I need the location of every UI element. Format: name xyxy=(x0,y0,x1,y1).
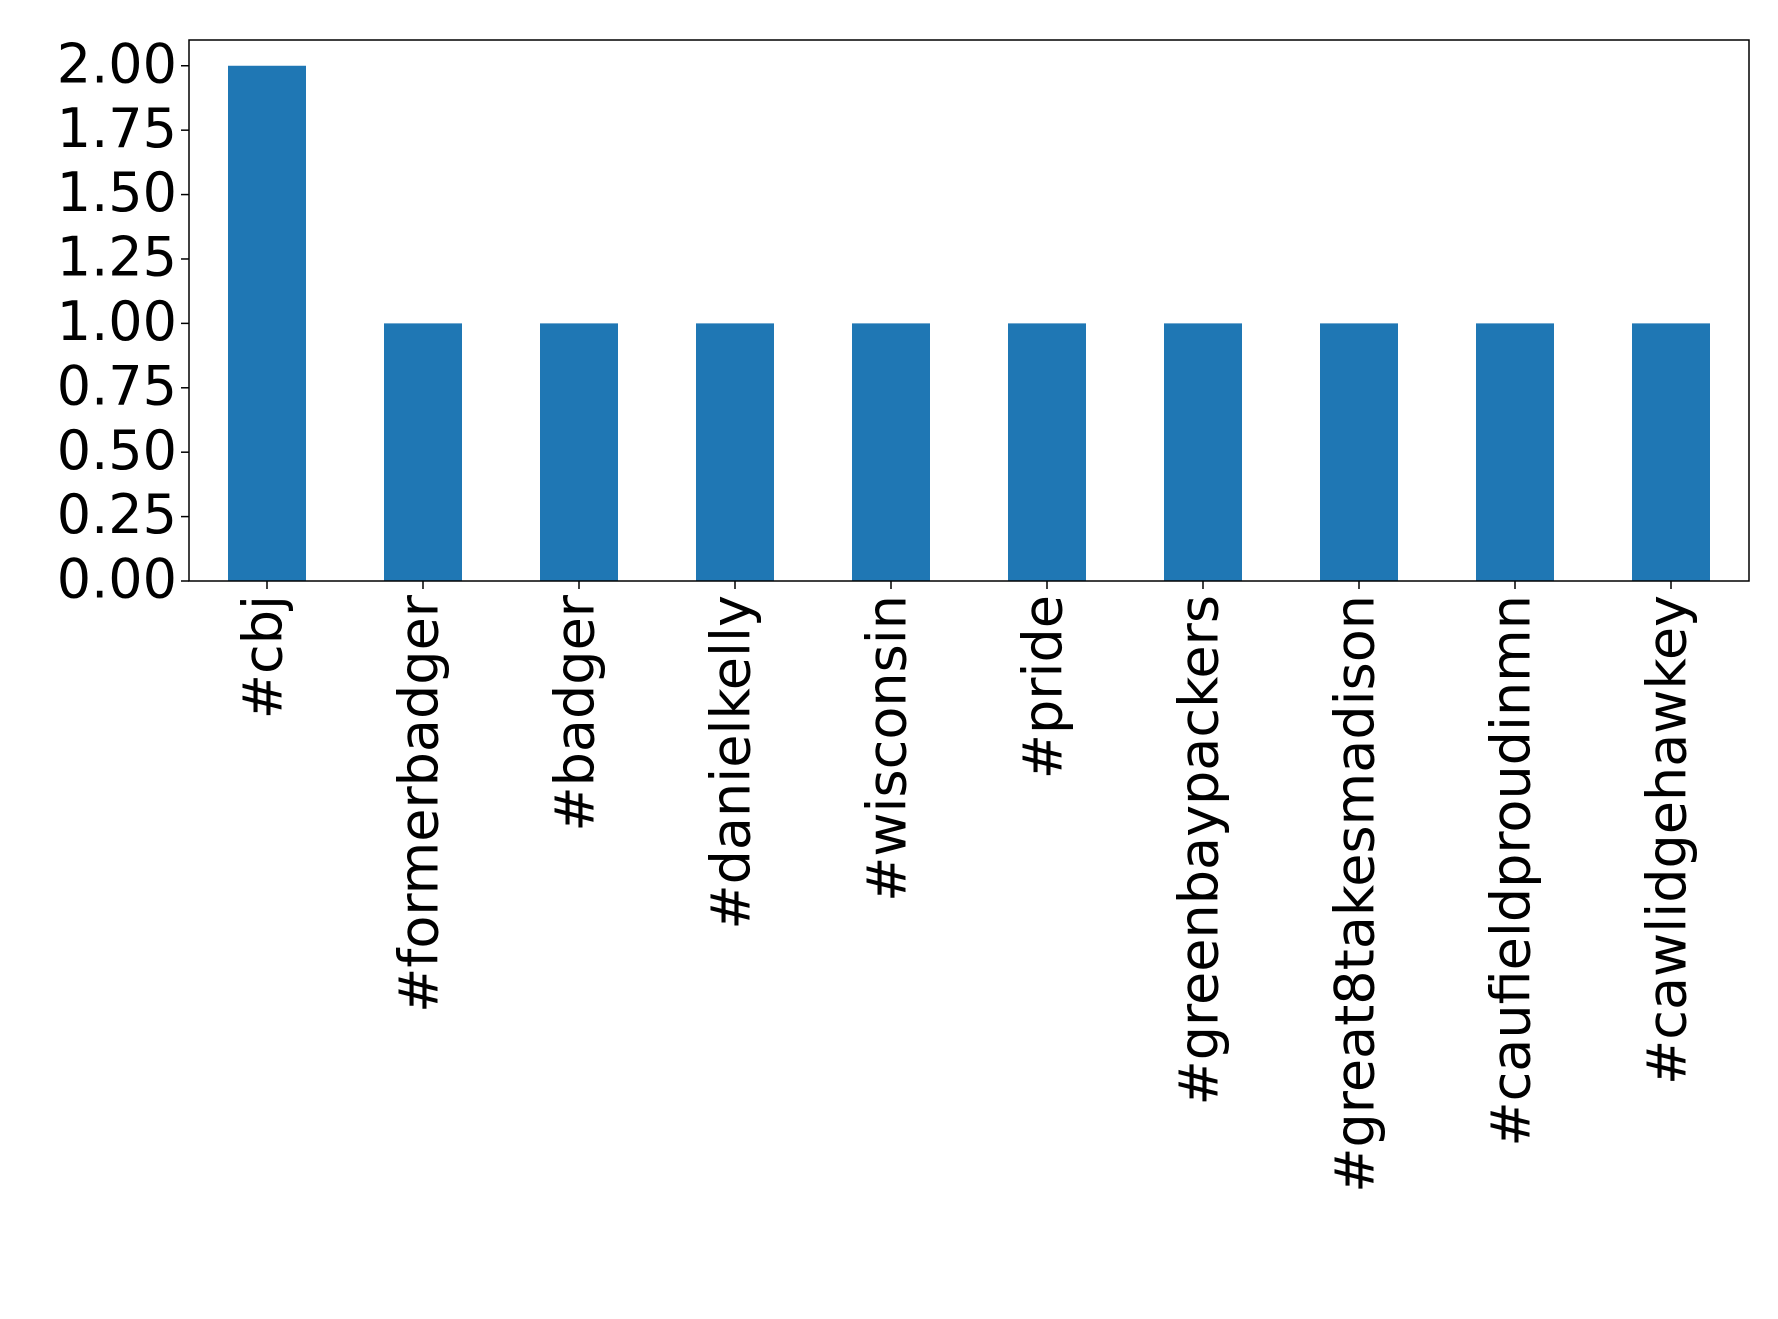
bar xyxy=(852,323,930,581)
bar xyxy=(1632,323,1710,581)
bar xyxy=(540,323,618,581)
x-tick-label: #cawlidgehawkey xyxy=(1636,595,1699,1085)
x-tick-label: #cbj xyxy=(232,595,295,719)
y-tick-label: 0.75 xyxy=(57,354,177,417)
x-tick-label: #formerbadger xyxy=(388,594,451,1013)
x-tick-label: #greenbaypackers xyxy=(1168,595,1231,1106)
x-tick-label: #pride xyxy=(1012,595,1075,779)
x-tick-label: #caufieldproudinmn xyxy=(1480,595,1543,1147)
bar xyxy=(384,323,462,581)
bar xyxy=(1008,323,1086,581)
x-tick-label: #danielkelly xyxy=(700,595,763,930)
bar xyxy=(696,323,774,581)
bar xyxy=(1164,323,1242,581)
bar xyxy=(228,65,306,581)
y-tick-label: 1.00 xyxy=(57,290,177,353)
plot-frame xyxy=(188,39,1750,582)
bar xyxy=(1320,323,1398,581)
bar xyxy=(1476,323,1554,581)
y-tick-label: 0.00 xyxy=(57,548,177,611)
x-tick-label: #great8takesmadison xyxy=(1324,595,1387,1193)
y-tick-label: 1.50 xyxy=(57,161,177,224)
x-tick-label: #badger xyxy=(544,594,607,831)
x-tick-label: #wisconsin xyxy=(856,595,919,902)
y-tick-label: 0.50 xyxy=(57,419,177,482)
y-tick-label: 1.25 xyxy=(57,226,177,289)
y-tick-label: 0.25 xyxy=(57,483,177,546)
y-tick-label: 2.00 xyxy=(57,32,177,95)
y-tick-label: 1.75 xyxy=(57,97,177,160)
